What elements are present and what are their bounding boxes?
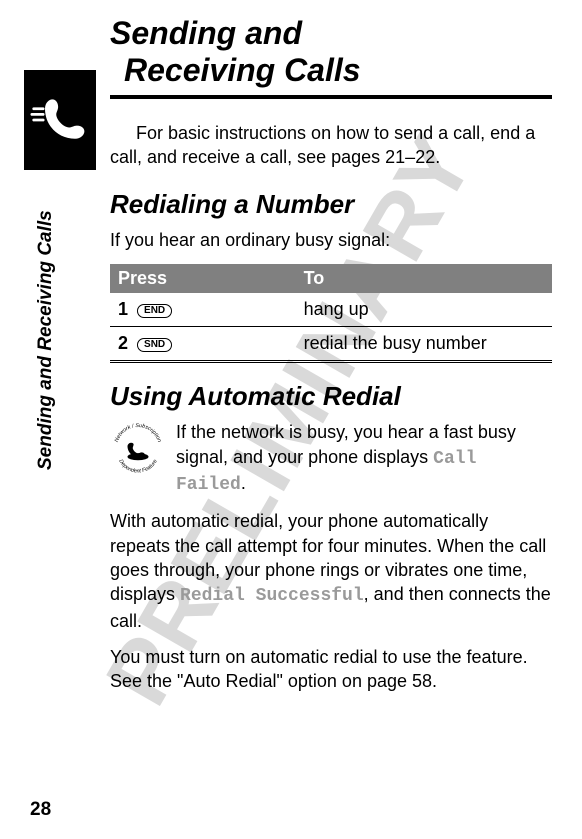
autoredial-p3: You must turn on automatic redial to use… [110,645,552,694]
title-line-2: Receiving Calls [110,52,361,88]
cell-press-1: 1 END [110,293,296,327]
svg-text:Dependent Feature: Dependent Feature [117,459,158,475]
cell-action-1: hang up [296,293,552,327]
title-line-1: Sending and [110,15,302,51]
feature-icon: Network / Subscription Dependent Feature [110,420,166,476]
instruction-table: Press To 1 END hang up 2 SND redial the … [110,264,552,363]
p1-text-b: . [241,473,246,493]
table-row: 1 END hang up [110,293,552,327]
code-redial-successful: Redial Successful [180,586,364,606]
autoredial-p2: With automatic redial, your phone automa… [110,509,552,632]
cell-action-2: redial the busy number [296,327,552,362]
title-rule [110,95,552,99]
table-row: 2 SND redial the busy number [110,327,552,362]
keycap-end: END [137,304,172,318]
section-heading-autoredial: Using Automatic Redial [110,381,552,412]
section-heading-redial: Redialing a Number [110,189,552,220]
table-header-row: Press To [110,264,552,293]
table-header-press: Press [110,264,296,293]
cell-press-2: 2 SND [110,327,296,362]
row-number: 1 [118,299,132,319]
intro-paragraph: For basic instructions on how to send a … [110,121,552,170]
row-number: 2 [118,333,132,353]
redial-lead: If you hear an ordinary busy signal: [110,228,552,252]
table-header-to: To [296,264,552,293]
keycap-snd: SND [137,338,172,352]
page-number: 28 [30,799,51,821]
autoredial-p1: If the network is busy, you hear a fast … [110,420,552,497]
page-title: Sending and Receiving Calls [110,15,552,89]
svg-text:Network / Subscription: Network / Subscription [114,423,162,443]
